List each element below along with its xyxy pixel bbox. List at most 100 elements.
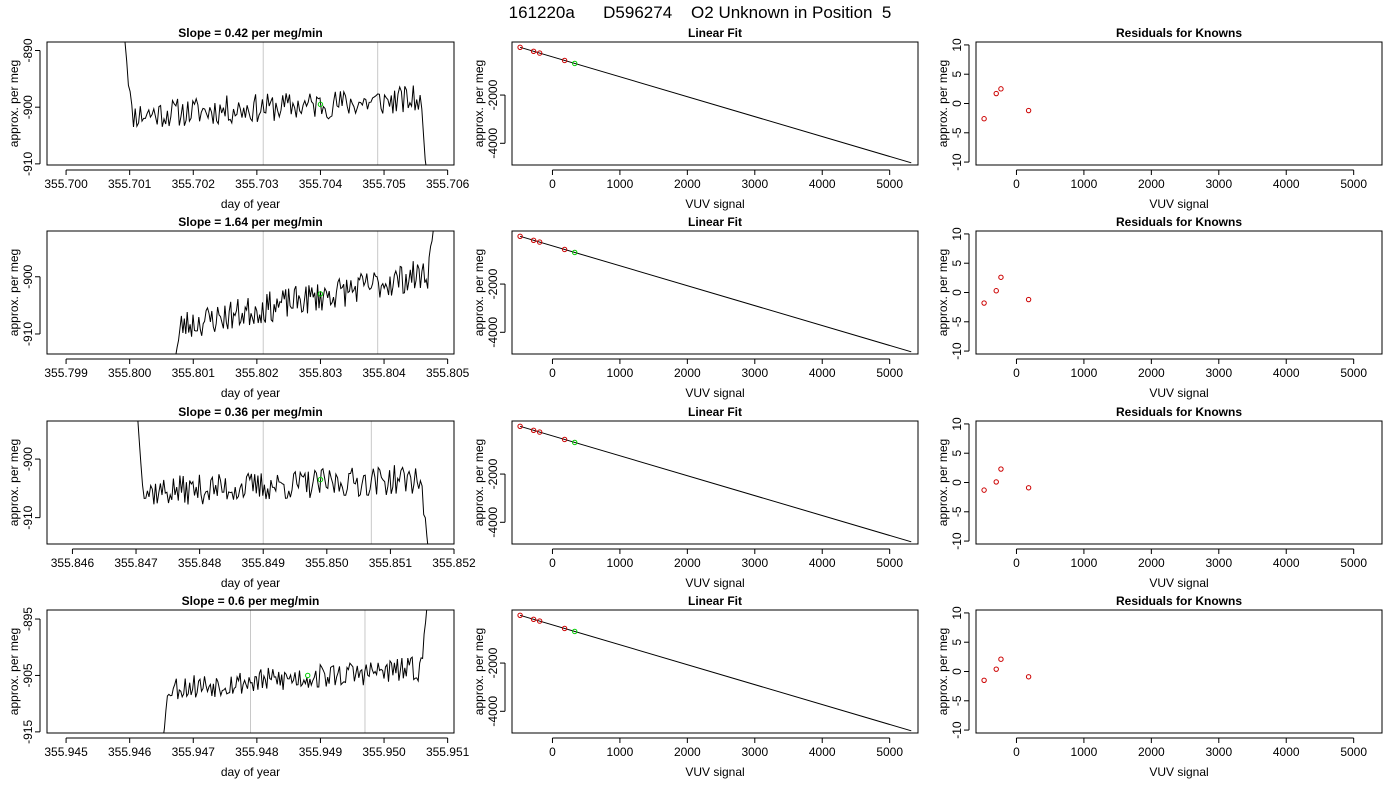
plot-area — [981, 86, 1032, 122]
known-point-marker — [1025, 485, 1032, 491]
x-tick-label: 355.704 — [299, 177, 343, 191]
unknown-point-marker — [572, 628, 578, 635]
x-tick-label: 3000 — [1205, 556, 1232, 570]
x-tick-label: 4000 — [1273, 177, 1300, 191]
plot-area — [981, 656, 1032, 683]
known-point-marker — [998, 466, 1004, 472]
plot-area — [163, 610, 428, 733]
panel-title: Residuals for Knowns — [1116, 26, 1242, 40]
x-tick-label: 355.802 — [235, 366, 279, 380]
y-tick-label: 0 — [950, 668, 964, 675]
panel-title: Linear Fit — [688, 215, 742, 229]
x-tick-label: 355.805 — [426, 366, 470, 380]
fit-line — [519, 425, 912, 543]
x-tick-label: 5000 — [1340, 556, 1367, 570]
x-tick-label: 1000 — [607, 366, 634, 380]
x-tick-label: 1000 — [607, 177, 634, 191]
plot-frame — [46, 41, 455, 166]
fit-line — [519, 46, 912, 164]
chart-panel: Linear Fit 0 1000 2000 3000 4000 5000 -4000 -200… — [472, 594, 919, 779]
unknown-point-marker — [572, 249, 578, 256]
panel-title: Residuals for Knowns — [1116, 215, 1242, 229]
y-axis-label: approx. per meg — [7, 628, 21, 715]
x-tick-label: 4000 — [809, 556, 836, 570]
signal-trace — [175, 231, 434, 354]
chart-panel: Residuals for Knowns 0 1000 2000 3000 4000 500… — [936, 215, 1383, 400]
x-tick-label: 0 — [549, 177, 556, 191]
y-axis-label: approx. per meg — [7, 249, 21, 336]
y-tick-label: -905 — [21, 663, 35, 687]
panel-title: Linear Fit — [688, 594, 742, 608]
x-tick-label: 2000 — [1138, 745, 1165, 759]
known-point-marker — [561, 246, 568, 253]
x-tick-label: 0 — [549, 556, 556, 570]
x-axis-label: VUV signal — [685, 197, 744, 211]
signal-trace — [137, 421, 429, 544]
known-point-marker — [561, 436, 568, 443]
x-tick-label: 1000 — [1071, 556, 1098, 570]
x-tick-label: 355.945 — [44, 745, 88, 759]
y-tick-label: 10 — [950, 227, 964, 241]
known-point-marker — [530, 48, 537, 54]
plot-area — [124, 42, 427, 165]
chart-panel: Slope = 0.42 per meg/min 355.700 355.701 35… — [7, 26, 470, 211]
y-tick-label: -2000 — [486, 458, 500, 489]
known-point-marker — [530, 616, 537, 622]
y-axis-label: approx. per meg — [472, 60, 486, 147]
x-tick-label: 355.848 — [178, 556, 222, 570]
x-tick-label: 5000 — [876, 177, 903, 191]
unknown-point-marker — [572, 60, 578, 67]
x-tick-label: 5000 — [876, 556, 903, 570]
x-axis-label: day of year — [221, 576, 280, 590]
plot-area — [137, 421, 429, 544]
x-tick-label: 355.804 — [362, 366, 406, 380]
known-point-marker — [981, 677, 987, 683]
known-point-marker — [561, 625, 568, 632]
x-tick-label: 3000 — [1205, 745, 1232, 759]
chart-panel: Slope = 0.36 per meg/min 355.846 355.847 35… — [7, 405, 476, 590]
x-axis-label: VUV signal — [685, 576, 744, 590]
y-tick-label: -2000 — [486, 647, 500, 678]
unknown-point-marker — [317, 476, 324, 483]
x-tick-label: 5000 — [876, 366, 903, 380]
known-point-marker — [517, 233, 523, 240]
y-tick-label: -4000 — [486, 507, 500, 538]
x-tick-label: 0 — [549, 366, 556, 380]
x-tick-label: 355.949 — [299, 745, 343, 759]
x-tick-label: 5000 — [1340, 745, 1367, 759]
x-tick-label: 3000 — [741, 745, 768, 759]
panel-grid: Slope = 0.42 per meg/min 355.700 355.701 35… — [7, 26, 1383, 779]
x-axis-label: day of year — [221, 765, 280, 779]
y-axis-label: approx. per meg — [472, 249, 486, 336]
unknown-point-marker — [305, 672, 311, 679]
x-axis-label: VUV signal — [685, 765, 744, 779]
x-tick-label: 4000 — [809, 366, 836, 380]
y-tick-label: -4000 — [486, 696, 500, 727]
plot-frame — [46, 230, 455, 355]
chart-panel: Linear Fit 0 1000 2000 3000 4000 5000 -4000 -200… — [472, 26, 919, 211]
panel-title: Residuals for Knowns — [1116, 594, 1242, 608]
panel-title: Residuals for Knowns — [1116, 405, 1242, 419]
y-tick-label: -4000 — [486, 128, 500, 159]
y-tick-label: 0 — [950, 479, 964, 486]
plot-frame — [511, 41, 919, 166]
panel-title: Slope = 0.6 per meg/min — [182, 594, 320, 608]
x-tick-label: 1000 — [607, 745, 634, 759]
x-tick-label: 2000 — [674, 177, 701, 191]
known-point-marker — [536, 239, 543, 245]
y-tick-label: -10 — [950, 721, 964, 739]
x-tick-label: 355.951 — [426, 745, 470, 759]
known-point-marker — [536, 618, 543, 624]
known-point-marker — [536, 50, 543, 56]
y-axis-label: approx. per meg — [936, 439, 950, 526]
x-tick-label: 355.852 — [432, 556, 476, 570]
x-tick-label: 4000 — [809, 745, 836, 759]
x-tick-label: 5000 — [1340, 177, 1367, 191]
plot-frame — [46, 420, 455, 545]
x-axis-label: VUV signal — [1149, 386, 1208, 400]
x-tick-label: 2000 — [674, 745, 701, 759]
y-axis-label: approx. per meg — [7, 439, 21, 526]
x-axis-label: day of year — [221, 197, 280, 211]
y-tick-label: -4000 — [486, 317, 500, 348]
known-point-marker — [530, 237, 537, 243]
